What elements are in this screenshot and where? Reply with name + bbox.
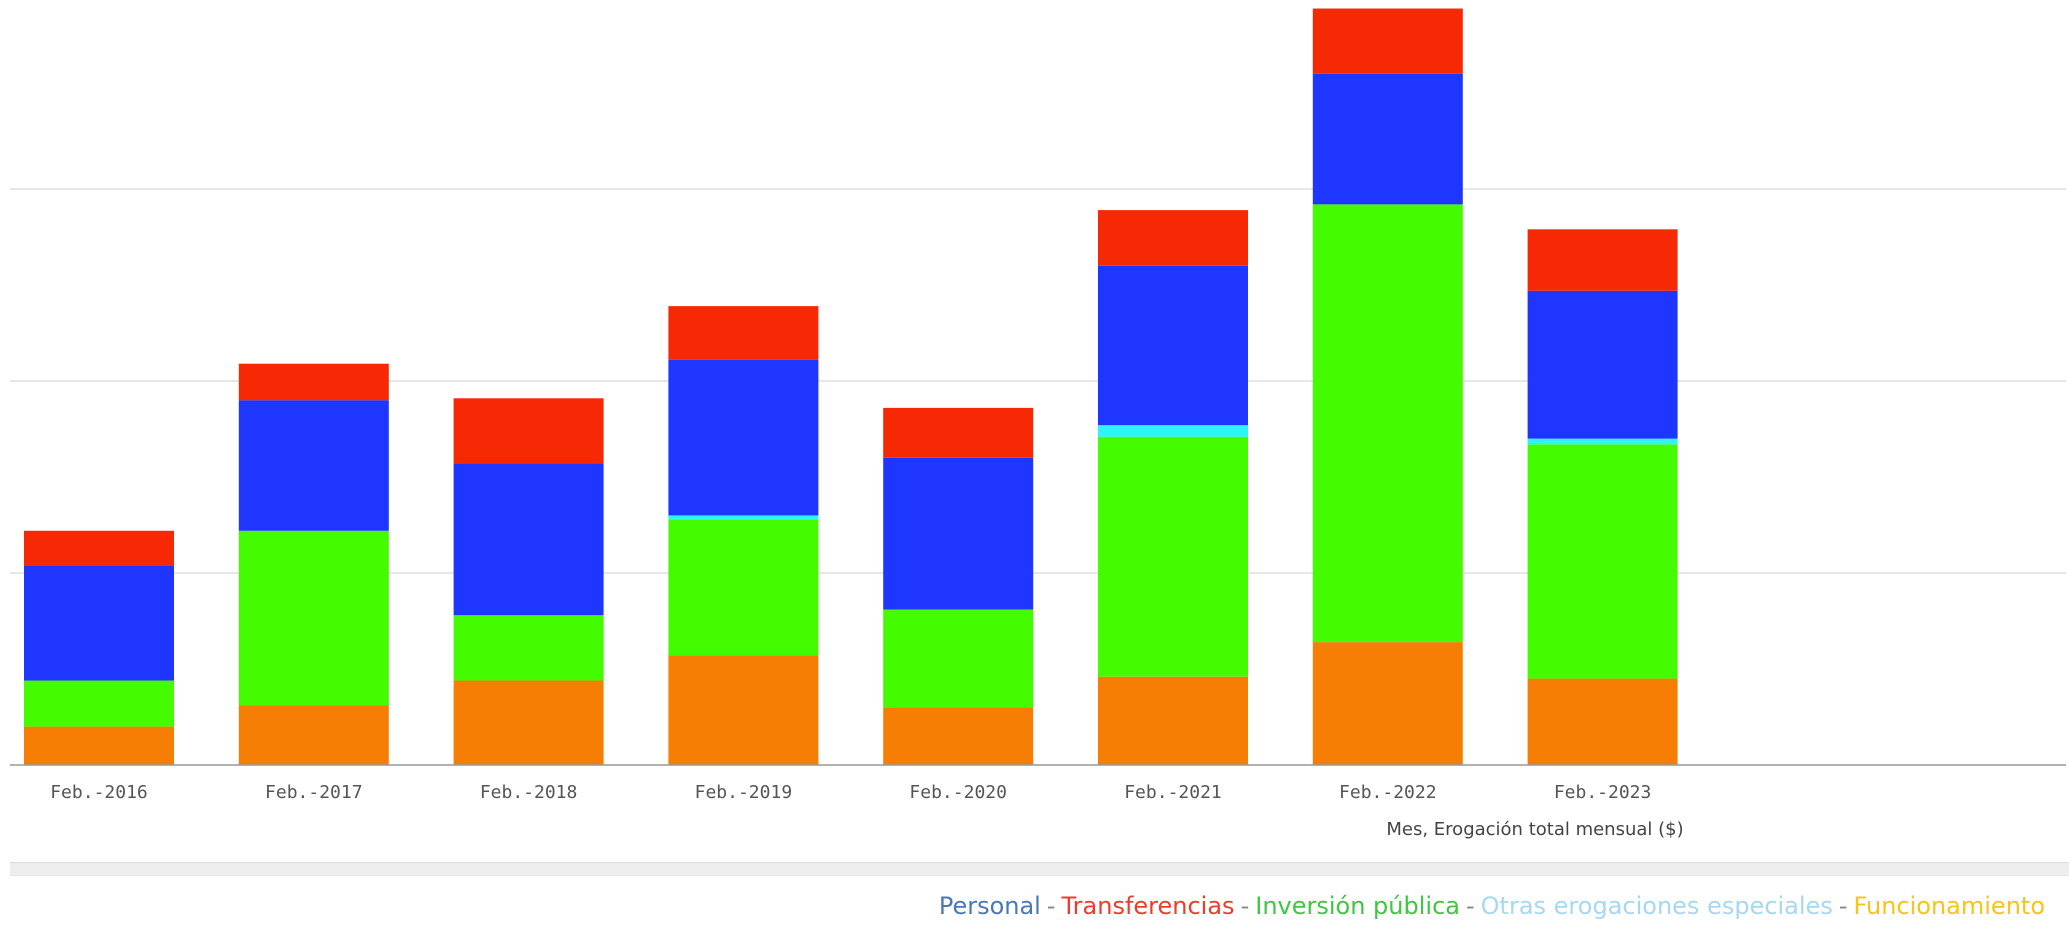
legend-item-funcionamiento[interactable]: Funcionamiento [1853,892,2046,920]
bar-segment-transferencias[interactable] [1098,210,1248,266]
bar-segment-personal[interactable] [1098,265,1248,426]
bar-segment-funcionamiento[interactable] [238,705,389,765]
bar-segment-personal[interactable] [883,457,1034,610]
bar-segment-inversi-n-p-blica[interactable] [668,519,819,656]
legend-item-inversion-publica[interactable]: Inversión pública [1255,892,1460,920]
bar-segment-personal[interactable] [1527,290,1678,439]
bar-segment-transferencias[interactable] [24,530,174,566]
bar-segment-inversi-n-p-blica[interactable] [883,609,1034,708]
bar-segment-otras-erogaciones-especiales[interactable] [668,515,819,520]
bar-segment-inversi-n-p-blica[interactable] [238,530,389,706]
bar-segment-funcionamiento[interactable] [1098,676,1248,765]
bar-segment-otras-erogaciones-especiales[interactable] [1098,425,1248,437]
bar-segment-transferencias[interactable] [238,363,389,401]
bar-segment-funcionamiento[interactable] [668,655,819,765]
bar-segment-personal[interactable] [1312,73,1463,205]
bar-segment-personal[interactable] [668,359,819,516]
bar-segment-personal[interactable] [453,463,604,616]
bar-segment-inversi-n-p-blica[interactable] [1312,204,1463,643]
bar-segment-funcionamiento[interactable] [883,707,1034,765]
bar-segment-transferencias[interactable] [1312,8,1463,74]
legend-item-transferencias[interactable]: Transferencias [1061,892,1235,920]
x-axis-tick-labels: Feb.-2016 Feb.-2017 Feb.-2018 Feb.-2019 Feb.… [50,782,1651,803]
bar-segment-personal[interactable] [24,565,174,681]
legend-separator: - [1046,892,1056,920]
bars [24,8,1678,765]
x-tick-label: Feb.-2022 [1339,782,1437,803]
x-tick-label: Feb.-2020 [909,782,1007,803]
legend-item-otras-erogaciones-especiales[interactable]: Otras erogaciones especiales [1480,892,1833,920]
x-tick-label: Feb.-2017 [265,782,363,803]
bar-segment-funcionamiento[interactable] [24,726,174,765]
bar-segment-inversi-n-p-blica[interactable] [1098,436,1248,677]
bar-segment-personal[interactable] [238,400,389,531]
legend-item-personal[interactable]: Personal [938,892,1041,920]
legend-separator: - [1838,892,1848,920]
stacked-bar-chart: Feb.-2016 Feb.-2017 Feb.-2018 Feb.-2019 Feb.… [10,8,2066,840]
legend-separator: - [1240,892,1250,920]
x-tick-label: Feb.-2016 [50,782,148,803]
bar-segment-transferencias[interactable] [1527,229,1678,291]
bar-segment-transferencias[interactable] [453,398,604,464]
bar-segment-funcionamiento[interactable] [1312,642,1463,765]
horizontal-scrollbar[interactable] [10,862,2069,876]
legend-separator: - [1465,892,1475,920]
x-tick-label: Feb.-2018 [480,782,578,803]
x-tick-label: Feb.-2023 [1554,782,1652,803]
legend: Personal - Transferencias - Inversión públic… [939,892,2045,920]
bar-segment-funcionamiento[interactable] [453,680,604,765]
bar-segment-funcionamiento[interactable] [1527,678,1678,765]
bar-segment-otras-erogaciones-especiales[interactable] [1527,438,1678,445]
bar-segment-transferencias[interactable] [883,407,1034,458]
x-tick-label: Feb.-2021 [1124,782,1222,803]
x-tick-label: Feb.-2019 [695,782,793,803]
x-axis-title: Mes, Erogación total mensual ($) [1386,819,1683,840]
bar-segment-inversi-n-p-blica[interactable] [453,615,604,681]
bar-segment-inversi-n-p-blica[interactable] [24,680,174,727]
bar-segment-transferencias[interactable] [668,306,819,360]
bar-segment-inversi-n-p-blica[interactable] [1527,444,1678,679]
